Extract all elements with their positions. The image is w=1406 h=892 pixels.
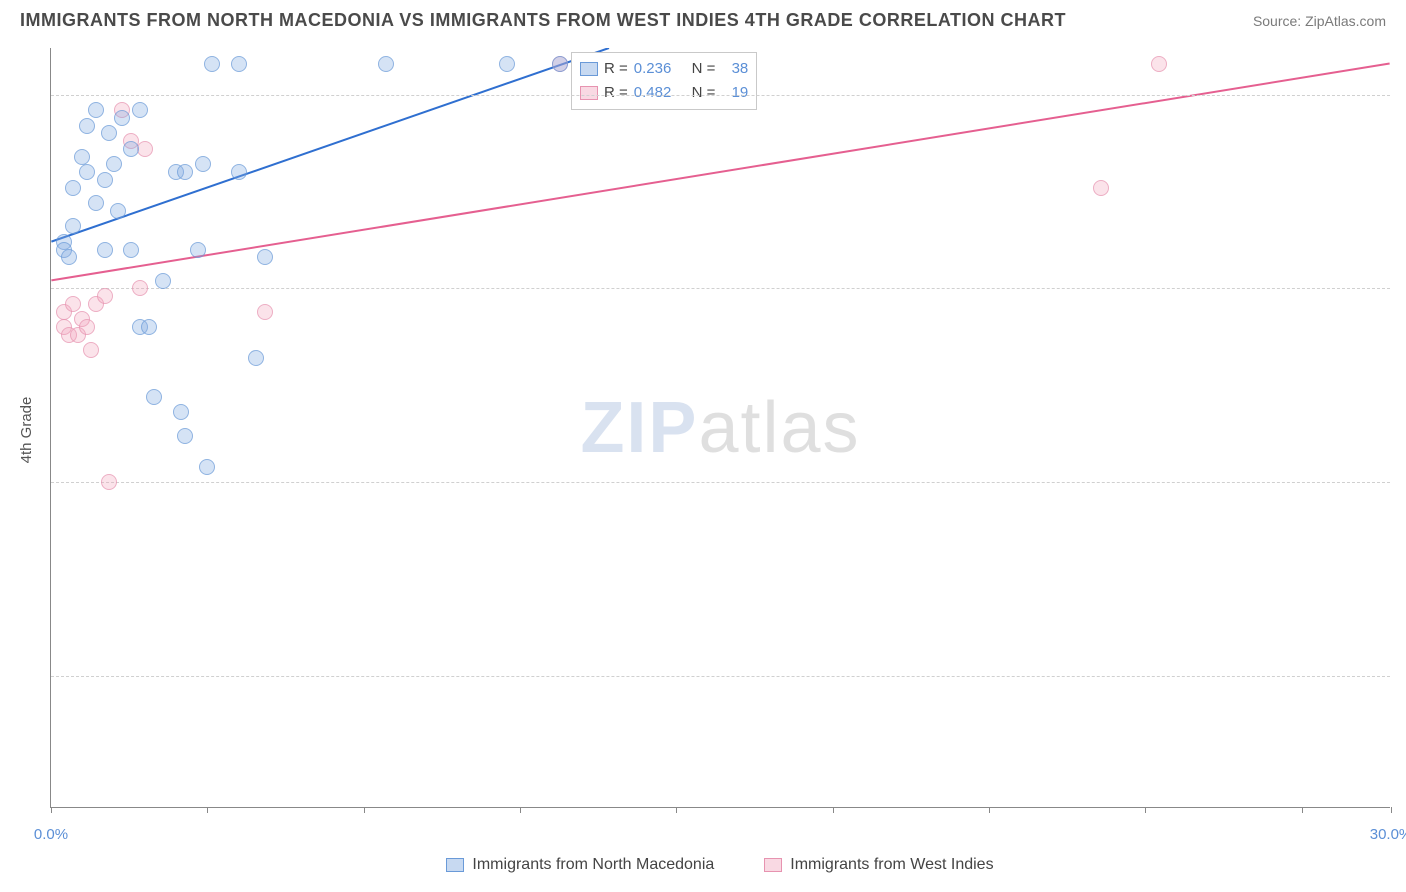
data-point — [83, 342, 99, 358]
source-prefix: Source: — [1253, 13, 1305, 29]
data-point — [190, 242, 206, 258]
data-point — [88, 195, 104, 211]
swatch-icon — [764, 858, 782, 872]
data-point — [141, 319, 157, 335]
data-point — [97, 242, 113, 258]
legend-row-series-b: R = 0.482 N = 19 — [580, 81, 748, 105]
y-tick-label: 97.5% — [1400, 308, 1406, 325]
legend-item-b: Immigrants from West Indies — [764, 856, 993, 874]
y-tick-label: 100.0% — [1400, 114, 1406, 131]
x-tick-mark — [520, 807, 521, 813]
watermark: ZIPatlas — [580, 387, 860, 469]
data-point — [97, 172, 113, 188]
r-value-a: 0.236 — [634, 57, 672, 81]
x-tick-mark — [833, 807, 834, 813]
r-label: R = — [604, 57, 628, 81]
r-label: R = — [604, 81, 628, 105]
trendlines-layer — [51, 48, 1390, 807]
chart-title: IMMIGRANTS FROM NORTH MACEDONIA VS IMMIG… — [20, 10, 1066, 31]
gridline-horizontal — [51, 288, 1390, 289]
x-tick-mark — [1391, 807, 1392, 813]
data-point — [552, 56, 568, 72]
data-point — [101, 474, 117, 490]
data-point — [97, 288, 113, 304]
data-point — [65, 180, 81, 196]
x-tick-mark — [676, 807, 677, 813]
chart-header: IMMIGRANTS FROM NORTH MACEDONIA VS IMMIG… — [0, 0, 1406, 39]
source-name: ZipAtlas.com — [1305, 13, 1386, 29]
data-point — [114, 110, 130, 126]
correlation-legend-box: R = 0.236 N = 38 R = 0.482 N = 19 — [571, 52, 757, 110]
gridline-horizontal — [51, 95, 1390, 96]
legend-row-series-a: R = 0.236 N = 38 — [580, 57, 748, 81]
data-point — [195, 156, 211, 172]
data-point — [123, 141, 139, 157]
data-point — [173, 404, 189, 420]
data-point — [204, 56, 220, 72]
data-point — [79, 164, 95, 180]
gridline-horizontal — [51, 676, 1390, 677]
x-tick-mark — [989, 807, 990, 813]
watermark-part2: atlas — [698, 388, 860, 468]
y-tick-label: 95.0% — [1400, 502, 1406, 519]
y-tick-label: 92.5% — [1400, 696, 1406, 713]
x-tick-mark — [207, 807, 208, 813]
scatter-chart: R = 0.236 N = 38 R = 0.482 N = 19 ZIPatl… — [50, 48, 1390, 808]
data-point — [378, 56, 394, 72]
data-point — [123, 242, 139, 258]
data-point — [177, 428, 193, 444]
data-point — [79, 118, 95, 134]
chart-source: Source: ZipAtlas.com — [1253, 13, 1386, 29]
swatch-icon — [580, 62, 598, 76]
data-point — [106, 156, 122, 172]
data-point — [177, 164, 193, 180]
series-legend: Immigrants from North Macedonia Immigran… — [50, 856, 1390, 874]
data-point — [155, 273, 171, 289]
n-value-a: 38 — [732, 57, 749, 81]
data-point — [248, 350, 264, 366]
x-tick-mark — [51, 807, 52, 813]
data-point — [79, 319, 95, 335]
data-point — [132, 102, 148, 118]
legend-item-a: Immigrants from North Macedonia — [446, 856, 714, 874]
x-tick-mark — [1145, 807, 1146, 813]
x-tick-mark — [364, 807, 365, 813]
data-point — [74, 149, 90, 165]
legend-label-b: Immigrants from West Indies — [790, 856, 993, 874]
data-point — [110, 203, 126, 219]
data-point — [231, 56, 247, 72]
data-point — [61, 249, 77, 265]
data-point — [146, 389, 162, 405]
data-point — [88, 102, 104, 118]
swatch-icon — [580, 86, 598, 100]
data-point — [257, 304, 273, 320]
data-point — [65, 218, 81, 234]
data-point — [65, 296, 81, 312]
data-point — [132, 280, 148, 296]
r-value-b: 0.482 — [634, 81, 672, 105]
y-axis-label: 4th Grade — [18, 397, 35, 464]
data-point — [199, 459, 215, 475]
data-point — [257, 249, 273, 265]
gridline-horizontal — [51, 482, 1390, 483]
n-label: N = — [692, 57, 716, 81]
n-value-b: 19 — [732, 81, 749, 105]
data-point — [499, 56, 515, 72]
data-point — [101, 125, 117, 141]
x-tick-mark — [1302, 807, 1303, 813]
swatch-icon — [446, 858, 464, 872]
data-point — [1093, 180, 1109, 196]
data-point — [231, 164, 247, 180]
watermark-part1: ZIP — [580, 388, 698, 468]
legend-label-a: Immigrants from North Macedonia — [472, 856, 714, 874]
n-label: N = — [692, 81, 716, 105]
data-point — [1151, 56, 1167, 72]
x-tick-label: 0.0% — [34, 826, 68, 843]
x-tick-label: 30.0% — [1370, 826, 1406, 843]
